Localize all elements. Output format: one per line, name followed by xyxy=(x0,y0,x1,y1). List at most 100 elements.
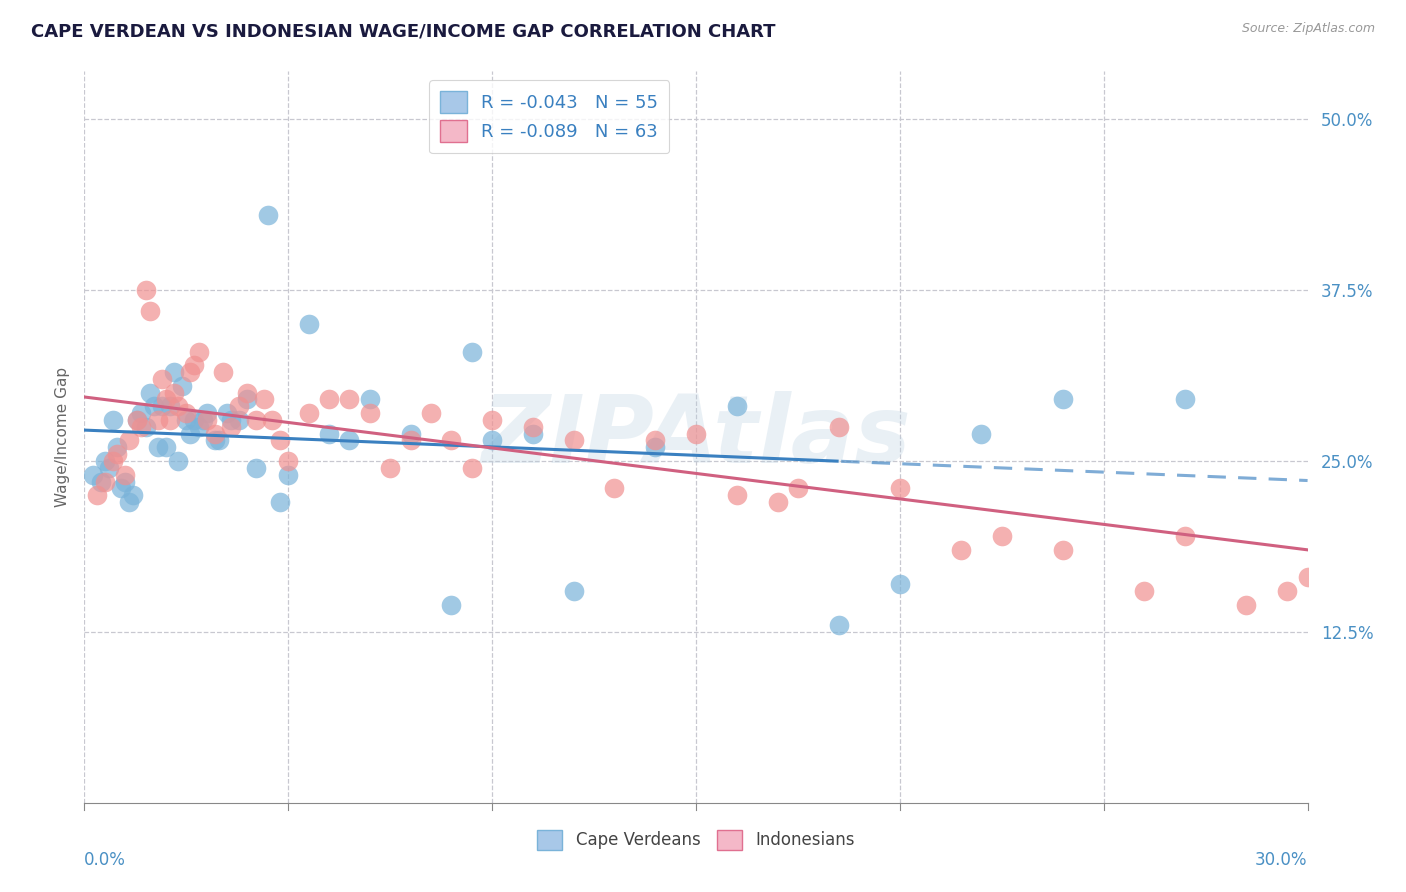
Point xyxy=(150,372,173,386)
Point xyxy=(440,434,463,448)
Point xyxy=(167,400,190,414)
Point xyxy=(146,413,169,427)
Point xyxy=(1052,542,1074,557)
Point xyxy=(318,426,340,441)
Point xyxy=(208,434,231,448)
Point xyxy=(174,413,197,427)
Point xyxy=(204,434,226,448)
Point xyxy=(522,420,544,434)
Point xyxy=(174,406,197,420)
Point xyxy=(245,413,267,427)
Point xyxy=(146,440,169,454)
Point xyxy=(195,406,218,420)
Point xyxy=(522,426,544,441)
Point xyxy=(257,208,280,222)
Point xyxy=(380,460,402,475)
Y-axis label: Wage/Income Gap: Wage/Income Gap xyxy=(55,367,70,508)
Point xyxy=(127,413,149,427)
Point xyxy=(644,434,666,448)
Point xyxy=(163,365,186,379)
Point xyxy=(644,440,666,454)
Point xyxy=(245,460,267,475)
Point xyxy=(359,392,381,407)
Point xyxy=(725,400,748,414)
Point xyxy=(1236,598,1258,612)
Text: 0.0%: 0.0% xyxy=(84,851,127,869)
Point xyxy=(183,359,205,373)
Point xyxy=(260,413,283,427)
Point xyxy=(440,598,463,612)
Point xyxy=(191,413,214,427)
Point xyxy=(118,434,141,448)
Point xyxy=(131,420,153,434)
Point xyxy=(163,385,186,400)
Point xyxy=(86,488,108,502)
Point xyxy=(167,454,190,468)
Point xyxy=(97,460,120,475)
Point xyxy=(562,583,585,598)
Point xyxy=(159,400,181,414)
Point xyxy=(187,420,209,434)
Point xyxy=(179,365,201,379)
Point xyxy=(298,318,321,332)
Point xyxy=(277,467,299,482)
Point xyxy=(481,434,503,448)
Point xyxy=(828,420,851,434)
Point xyxy=(787,481,810,495)
Point xyxy=(142,400,165,414)
Point xyxy=(461,460,484,475)
Point xyxy=(110,481,132,495)
Point xyxy=(93,454,115,468)
Point xyxy=(150,400,173,414)
Point xyxy=(725,488,748,502)
Point xyxy=(135,420,157,434)
Point xyxy=(114,475,136,489)
Point xyxy=(204,426,226,441)
Point xyxy=(219,413,242,427)
Point xyxy=(481,413,503,427)
Point xyxy=(1378,365,1400,379)
Point xyxy=(889,577,911,591)
Point xyxy=(105,447,128,461)
Point xyxy=(1277,583,1299,598)
Point xyxy=(318,392,340,407)
Point xyxy=(187,344,209,359)
Point xyxy=(399,426,422,441)
Point xyxy=(228,413,250,427)
Point xyxy=(562,434,585,448)
Point xyxy=(253,392,276,407)
Point xyxy=(269,434,291,448)
Point xyxy=(228,400,250,414)
Point xyxy=(1133,583,1156,598)
Point xyxy=(1296,570,1319,584)
Point xyxy=(138,303,160,318)
Point xyxy=(93,475,115,489)
Point xyxy=(155,440,177,454)
Point xyxy=(277,454,299,468)
Point xyxy=(195,413,218,427)
Legend: Cape Verdeans, Indonesians: Cape Verdeans, Indonesians xyxy=(530,823,862,856)
Point xyxy=(298,406,321,420)
Point xyxy=(212,365,235,379)
Point xyxy=(420,406,443,420)
Point xyxy=(339,434,361,448)
Text: CAPE VERDEAN VS INDONESIAN WAGE/INCOME GAP CORRELATION CHART: CAPE VERDEAN VS INDONESIAN WAGE/INCOME G… xyxy=(31,22,776,40)
Point xyxy=(359,406,381,420)
Text: 30.0%: 30.0% xyxy=(1256,851,1308,869)
Point xyxy=(236,385,259,400)
Point xyxy=(179,426,201,441)
Text: ZIPAtlas: ZIPAtlas xyxy=(481,391,911,483)
Point xyxy=(603,481,626,495)
Point xyxy=(339,392,361,407)
Point xyxy=(1317,557,1340,571)
Point xyxy=(950,542,973,557)
Point xyxy=(122,488,145,502)
Point xyxy=(889,481,911,495)
Point xyxy=(90,475,112,489)
Point xyxy=(461,344,484,359)
Point xyxy=(685,426,707,441)
Point xyxy=(114,467,136,482)
Point xyxy=(828,618,851,632)
Point xyxy=(82,467,104,482)
Point xyxy=(1052,392,1074,407)
